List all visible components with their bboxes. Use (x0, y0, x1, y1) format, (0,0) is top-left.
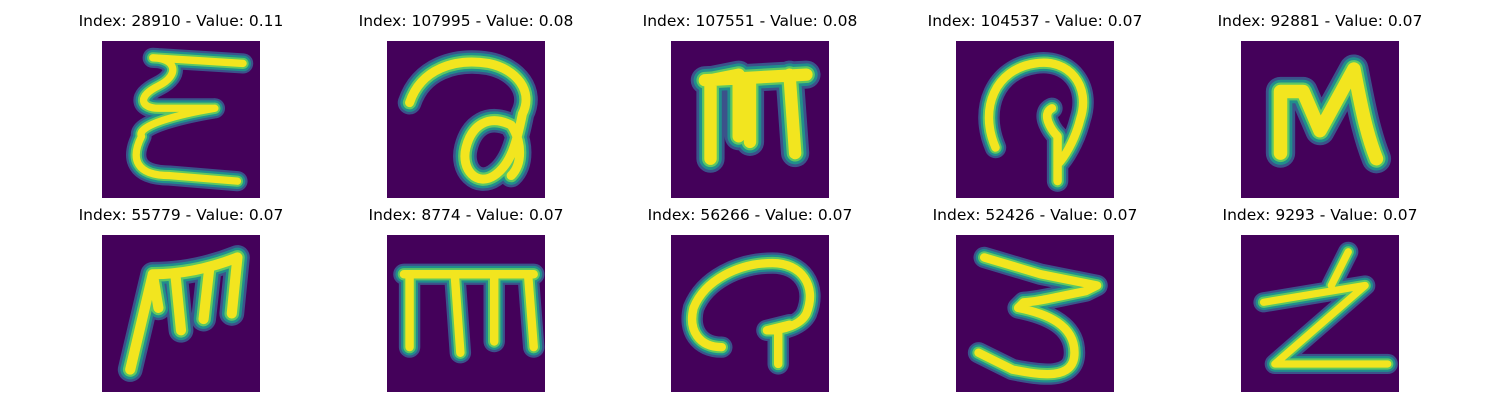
panel-title: Index: 55779 - Value: 0.07 (78, 206, 284, 224)
handwritten-glyph-image (671, 235, 829, 392)
handwritten-glyph-image (956, 41, 1114, 198)
handwritten-glyph-image (387, 235, 545, 392)
panel-7: Index: 8774 - Value: 0.07 (336, 202, 596, 392)
handwritten-glyph-image (956, 235, 1114, 392)
panel-title: Index: 28910 - Value: 0.11 (78, 12, 284, 30)
panel-title: Index: 9293 - Value: 0.07 (1222, 206, 1418, 224)
handwritten-glyph-image (1241, 235, 1399, 392)
panel-title: Index: 92881 - Value: 0.07 (1217, 12, 1423, 30)
panel-title: Index: 107551 - Value: 0.08 (642, 12, 858, 30)
handwritten-glyph-image (102, 41, 260, 198)
panel-10: Index: 9293 - Value: 0.07 (1190, 202, 1450, 392)
panel-title: Index: 52426 - Value: 0.07 (932, 206, 1138, 224)
panel-title: Index: 56266 - Value: 0.07 (647, 206, 853, 224)
handwritten-glyph-image (1241, 41, 1399, 198)
panel-title: Index: 8774 - Value: 0.07 (368, 206, 564, 224)
handwritten-glyph-image (671, 41, 829, 198)
panel-3: Index: 107551 - Value: 0.08 (620, 8, 880, 198)
panel-1: Index: 28910 - Value: 0.11 (51, 8, 311, 198)
panel-9: Index: 52426 - Value: 0.07 (905, 202, 1165, 392)
panel-8: Index: 56266 - Value: 0.07 (620, 202, 880, 392)
handwritten-glyph-image (102, 235, 260, 392)
panel-4: Index: 104537 - Value: 0.07 (905, 8, 1165, 198)
panel-2: Index: 107995 - Value: 0.08 (336, 8, 596, 198)
panel-title: Index: 104537 - Value: 0.07 (927, 12, 1143, 30)
panel-6: Index: 55779 - Value: 0.07 (51, 202, 311, 392)
handwritten-glyph-image (387, 41, 545, 198)
panel-title: Index: 107995 - Value: 0.08 (358, 12, 574, 30)
panel-5: Index: 92881 - Value: 0.07 (1190, 8, 1450, 198)
